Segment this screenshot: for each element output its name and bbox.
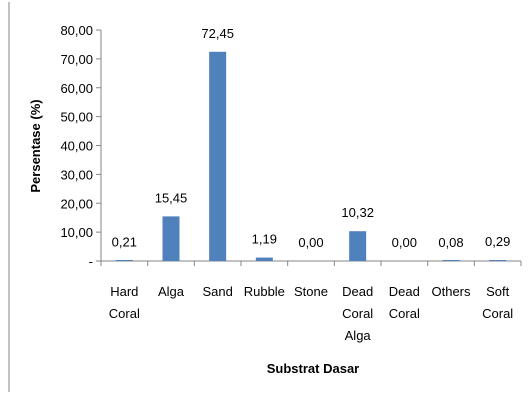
category-label: Sand: [202, 284, 232, 299]
bar: [349, 231, 367, 261]
category-label: Hard Coral: [109, 284, 140, 321]
y-tick-label: 70,00: [60, 52, 93, 67]
y-tick-label: 10,00: [60, 225, 93, 240]
data-label: 0,00: [298, 235, 323, 250]
chart-axes: - 10,00 20,00 30,00 40,00 50,00 60,00 70,00 80,0…: [60, 23, 522, 269]
category-label: Soft Coral: [482, 284, 513, 321]
category-label: Stone: [294, 284, 328, 299]
bar: [209, 51, 227, 261]
bar: [255, 257, 273, 261]
x-axis-title: Substrat Dasar: [267, 361, 359, 376]
bar: [489, 260, 507, 261]
y-tick-label: -: [89, 254, 93, 269]
chart-bars: [115, 51, 507, 261]
category-label: Dead Coral: [389, 284, 420, 321]
data-label: 0,21: [112, 234, 137, 249]
category-label: Rubble: [244, 284, 285, 299]
y-tick-label: 20,00: [60, 196, 93, 211]
category-label: Alga: [158, 284, 185, 299]
y-tick-label: 40,00: [60, 139, 93, 154]
y-tick-label: 30,00: [60, 167, 93, 182]
y-tick-label: 60,00: [60, 81, 93, 96]
bar: [442, 260, 460, 261]
data-label: 72,45: [201, 26, 234, 41]
data-label: 1,19: [252, 232, 277, 247]
chart-labels: 0,21 Hard Coral 15,45 Alga 72,45 Sand 1,19 Rubbl…: [109, 26, 514, 343]
data-label: 10,32: [341, 205, 374, 220]
category-label: Dead Coral Alga: [342, 284, 373, 343]
bar: [162, 216, 180, 261]
data-label: 0,29: [485, 234, 510, 249]
category-label: Others: [431, 284, 471, 299]
y-axis-title: Persentase (%): [28, 99, 43, 192]
data-label: 15,45: [155, 190, 188, 205]
y-tick-label: 80,00: [60, 23, 93, 38]
bar: [115, 260, 133, 261]
y-tick-label: 50,00: [60, 110, 93, 125]
data-label: 0,08: [438, 235, 463, 250]
data-label: 0,00: [392, 235, 417, 250]
